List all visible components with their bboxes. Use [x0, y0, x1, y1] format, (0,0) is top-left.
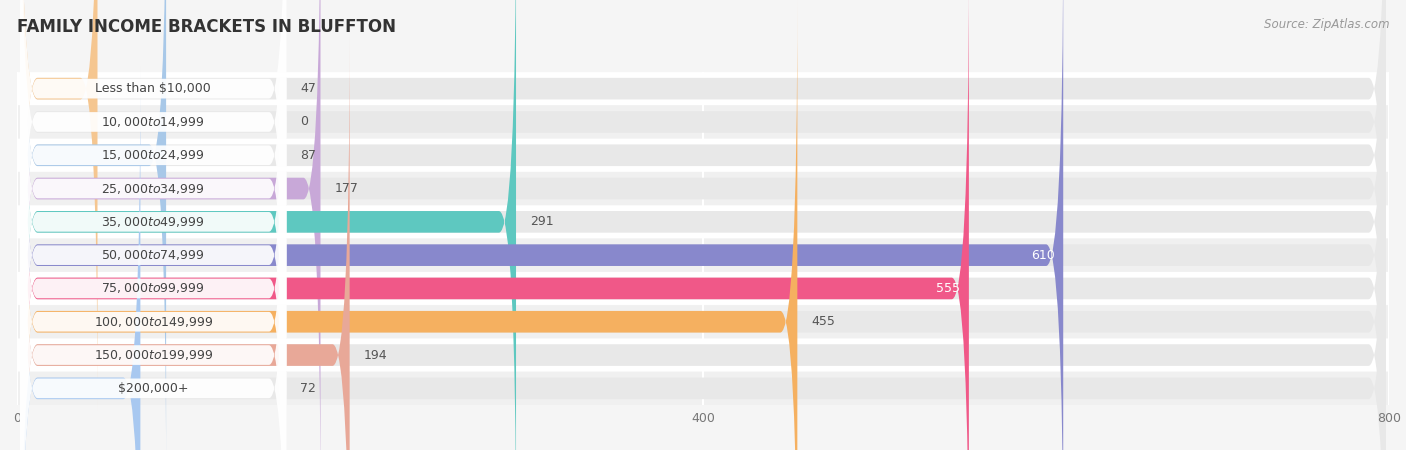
Text: 72: 72	[299, 382, 316, 395]
Text: FAMILY INCOME BRACKETS IN BLUFFTON: FAMILY INCOME BRACKETS IN BLUFFTON	[17, 18, 396, 36]
Text: $150,000 to $199,999: $150,000 to $199,999	[94, 348, 212, 362]
Text: 47: 47	[299, 82, 316, 95]
FancyBboxPatch shape	[20, 0, 1386, 450]
FancyBboxPatch shape	[17, 338, 1389, 372]
Text: 87: 87	[299, 149, 316, 162]
FancyBboxPatch shape	[20, 0, 1386, 450]
FancyBboxPatch shape	[20, 0, 969, 450]
FancyBboxPatch shape	[20, 0, 287, 412]
Text: $10,000 to $14,999: $10,000 to $14,999	[101, 115, 205, 129]
FancyBboxPatch shape	[20, 66, 1386, 450]
FancyBboxPatch shape	[20, 0, 166, 450]
FancyBboxPatch shape	[20, 0, 1386, 450]
FancyBboxPatch shape	[17, 139, 1389, 172]
Text: 555: 555	[936, 282, 960, 295]
FancyBboxPatch shape	[20, 0, 1063, 450]
FancyBboxPatch shape	[20, 66, 141, 450]
Text: $15,000 to $24,999: $15,000 to $24,999	[101, 148, 205, 162]
FancyBboxPatch shape	[20, 33, 1386, 450]
FancyBboxPatch shape	[17, 272, 1389, 305]
Text: 0: 0	[299, 116, 308, 128]
FancyBboxPatch shape	[20, 0, 97, 411]
FancyBboxPatch shape	[20, 0, 1386, 444]
FancyBboxPatch shape	[20, 0, 287, 445]
FancyBboxPatch shape	[20, 33, 350, 450]
FancyBboxPatch shape	[20, 0, 287, 450]
FancyBboxPatch shape	[20, 0, 287, 450]
Text: Less than $10,000: Less than $10,000	[96, 82, 211, 95]
FancyBboxPatch shape	[20, 0, 287, 450]
FancyBboxPatch shape	[17, 205, 1389, 239]
Text: $75,000 to $99,999: $75,000 to $99,999	[101, 281, 205, 296]
FancyBboxPatch shape	[20, 32, 287, 450]
FancyBboxPatch shape	[20, 0, 1386, 450]
FancyBboxPatch shape	[20, 0, 516, 450]
Text: $25,000 to $34,999: $25,000 to $34,999	[101, 181, 205, 196]
Text: 455: 455	[811, 315, 835, 328]
Text: Source: ZipAtlas.com: Source: ZipAtlas.com	[1264, 18, 1389, 31]
Text: $35,000 to $49,999: $35,000 to $49,999	[101, 215, 205, 229]
FancyBboxPatch shape	[17, 105, 1389, 139]
FancyBboxPatch shape	[20, 0, 1386, 450]
Text: 177: 177	[335, 182, 359, 195]
FancyBboxPatch shape	[17, 238, 1389, 272]
FancyBboxPatch shape	[17, 305, 1389, 338]
Text: 610: 610	[1031, 249, 1054, 261]
FancyBboxPatch shape	[17, 72, 1389, 105]
Text: 194: 194	[363, 349, 387, 361]
FancyBboxPatch shape	[20, 0, 1386, 450]
Text: $200,000+: $200,000+	[118, 382, 188, 395]
Text: $50,000 to $74,999: $50,000 to $74,999	[101, 248, 205, 262]
FancyBboxPatch shape	[20, 0, 1386, 411]
FancyBboxPatch shape	[20, 0, 287, 450]
FancyBboxPatch shape	[20, 0, 797, 450]
FancyBboxPatch shape	[20, 0, 321, 450]
Text: $100,000 to $149,999: $100,000 to $149,999	[94, 315, 212, 329]
FancyBboxPatch shape	[17, 172, 1389, 205]
FancyBboxPatch shape	[20, 65, 287, 450]
FancyBboxPatch shape	[17, 372, 1389, 405]
Text: 291: 291	[530, 216, 554, 228]
FancyBboxPatch shape	[20, 0, 287, 450]
FancyBboxPatch shape	[20, 0, 287, 450]
